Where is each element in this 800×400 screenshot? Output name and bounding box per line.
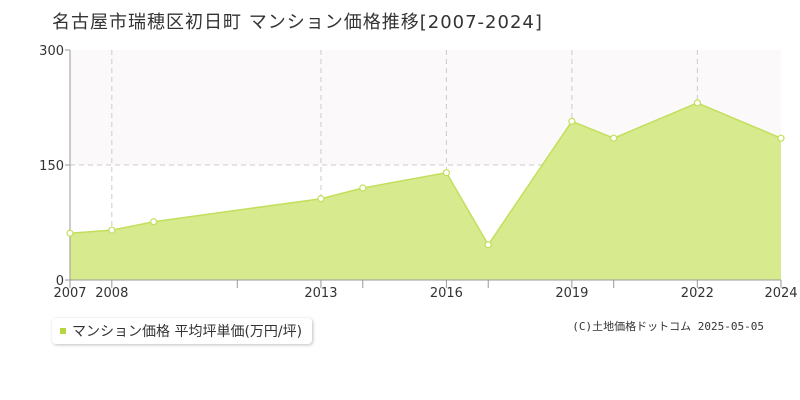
data-point [484, 241, 492, 249]
x-tick-label: 2007 [53, 286, 86, 301]
x-tick-label: 2019 [555, 286, 588, 301]
data-point [359, 184, 367, 192]
credit-text: (C)土地価格ドットコム 2025-05-05 [572, 320, 764, 333]
data-point [150, 218, 158, 226]
data-point [610, 134, 618, 142]
x-tick-label: 2024 [764, 286, 797, 301]
data-point [317, 195, 325, 203]
legend: マンション価格 平均坪単価(万円/坪) [52, 318, 313, 344]
data-point [66, 229, 74, 237]
data-point [568, 117, 576, 125]
area-fill [70, 102, 781, 281]
chart-title: 名古屋市瑞穂区初日町 マンション価格推移[2007-2024] [52, 12, 543, 33]
x-tick-label: 2022 [681, 286, 714, 301]
x-tick-label: 2013 [304, 286, 337, 301]
legend-label: マンション価格 平均坪単価(万円/坪) [72, 324, 303, 340]
data-point [442, 169, 451, 177]
x-tick-label: 2008 [95, 286, 128, 301]
data-point [108, 226, 116, 234]
y-tick-label: 300 [39, 44, 64, 59]
data-point [777, 134, 785, 142]
y-tick-label: 0 [56, 274, 64, 289]
data-point [693, 99, 701, 107]
x-tick-label: 2016 [430, 286, 463, 301]
legend-swatch [60, 328, 66, 334]
y-tick-label: 150 [39, 159, 64, 174]
